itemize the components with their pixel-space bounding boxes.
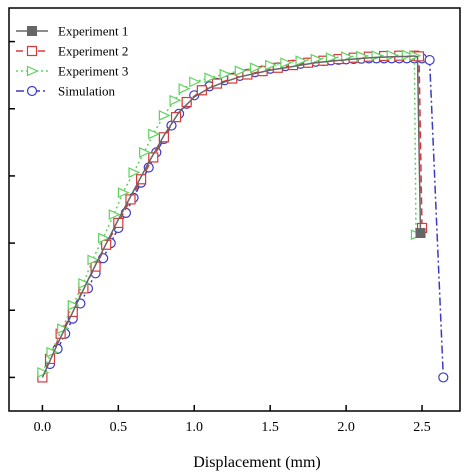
data-point xyxy=(108,209,121,220)
data-point xyxy=(181,96,192,108)
legend-marker xyxy=(26,45,38,57)
data-point xyxy=(401,49,414,61)
data-point xyxy=(57,323,70,335)
x-tick-label-1: 0.5 xyxy=(110,420,128,435)
y-axis-ticks xyxy=(9,40,15,379)
legend-item-2: Experiment 2 xyxy=(16,44,128,59)
series-line xyxy=(41,55,422,378)
data-point xyxy=(67,299,80,311)
data-point xyxy=(325,52,338,64)
data-point xyxy=(249,62,262,74)
x-axis-ticks: 0.0 0.5 1.0 1.5 2.0 2.5 xyxy=(34,405,431,435)
data-point xyxy=(98,232,111,244)
legend-label: Experiment 1 xyxy=(58,24,128,39)
series-layer xyxy=(37,49,449,383)
legend-marker xyxy=(27,26,37,36)
legend-item-3: Experiment 3 xyxy=(16,64,128,79)
legend-label: Experiment 2 xyxy=(58,44,128,59)
legend: Experiment 1 Experiment 2 Experiment 3 Simu… xyxy=(16,24,128,99)
data-point xyxy=(125,194,136,205)
data-point xyxy=(265,59,278,71)
plot-border xyxy=(8,7,461,412)
data-point xyxy=(310,53,323,65)
data-point xyxy=(148,128,161,140)
legend-marker xyxy=(26,85,38,97)
data-point xyxy=(136,174,147,185)
series-experiment-2 xyxy=(37,50,428,383)
x-tick-label-0: 0.0 xyxy=(34,420,52,435)
data-point xyxy=(386,49,399,61)
data-point xyxy=(415,228,426,239)
data-point xyxy=(87,254,100,266)
plot-frame xyxy=(8,7,461,412)
data-point xyxy=(189,76,202,88)
x-tick-label-5: 2.5 xyxy=(413,420,431,435)
data-point xyxy=(295,55,308,67)
data-point xyxy=(158,110,171,121)
data-point xyxy=(90,261,101,272)
legend-label: Experiment 3 xyxy=(58,64,128,79)
data-point xyxy=(178,83,191,95)
series-experiment-3 xyxy=(37,49,423,378)
x-tick-label-2: 1.0 xyxy=(186,420,204,435)
data-point xyxy=(280,57,293,69)
legend-label: Simulation xyxy=(58,84,116,99)
series-line xyxy=(41,54,423,378)
data-point xyxy=(219,68,232,80)
data-point xyxy=(169,94,182,106)
series-line xyxy=(41,57,445,378)
data-point xyxy=(117,187,130,199)
data-point xyxy=(128,167,141,178)
legend-item-4: Simulation xyxy=(16,84,116,99)
data-point xyxy=(438,372,449,383)
x-axis-title: Displacement (mm) xyxy=(193,454,321,471)
data-point xyxy=(204,72,217,84)
series-line xyxy=(41,54,417,373)
data-point xyxy=(78,277,91,289)
series-experiment-1 xyxy=(41,55,426,378)
data-point xyxy=(158,132,169,143)
data-point xyxy=(234,65,247,77)
data-point xyxy=(424,54,435,66)
legend-marker xyxy=(26,65,39,77)
legend-item-1: Experiment 1 xyxy=(16,24,128,39)
x-tick-label-4: 2.0 xyxy=(337,420,355,435)
series-simulation xyxy=(37,53,449,383)
x-tick-label-3: 1.5 xyxy=(261,420,279,435)
data-point xyxy=(139,146,152,158)
